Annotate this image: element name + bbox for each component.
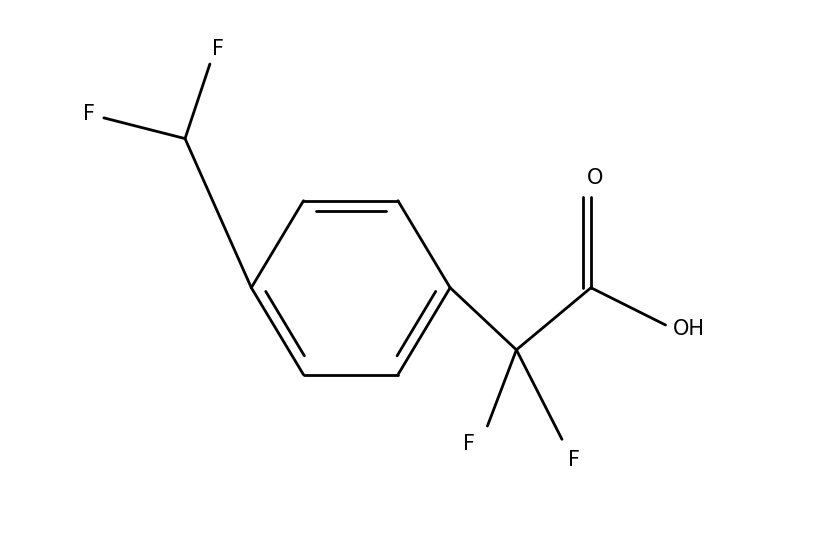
Text: F: F [463,434,475,454]
Text: F: F [212,39,224,59]
Text: O: O [587,168,603,189]
Text: OH: OH [673,319,705,339]
Text: F: F [569,450,580,470]
Text: F: F [83,104,95,124]
